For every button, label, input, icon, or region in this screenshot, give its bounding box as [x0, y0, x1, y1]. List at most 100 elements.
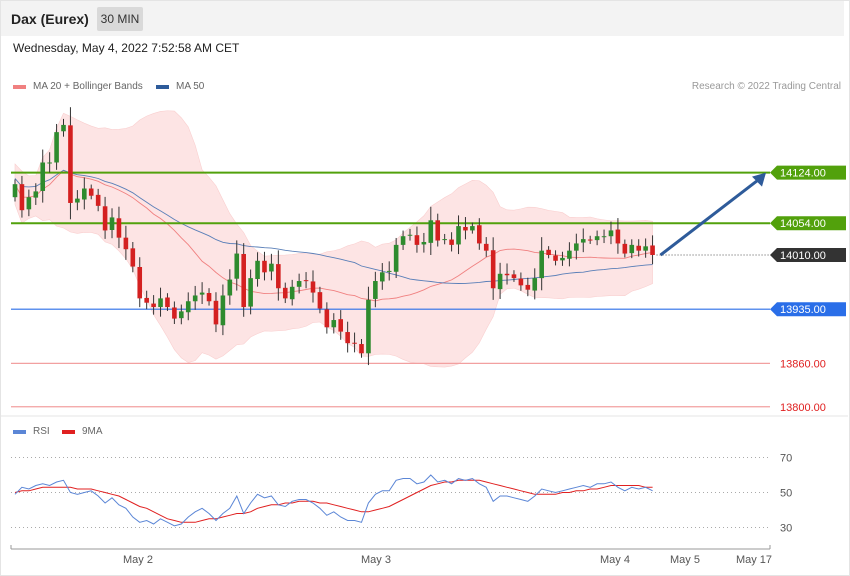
last-price-label: 14010.00 [780, 250, 826, 262]
candle [421, 241, 427, 245]
candle [12, 184, 18, 198]
candle [379, 272, 385, 282]
last-price-tag [770, 248, 846, 262]
candle [234, 253, 240, 279]
resistance-label-1: 14054.00 [780, 218, 826, 230]
candle [137, 266, 143, 299]
instrument-title: Dax (Eurex) [11, 11, 89, 27]
candle [248, 278, 253, 307]
x-tick-label: May 17 [736, 554, 772, 566]
legend-rsi-swatch [13, 429, 26, 434]
candle [206, 293, 212, 302]
support-label-4: 13860.00 [780, 358, 826, 370]
candle [255, 260, 260, 279]
candle [608, 230, 614, 237]
candle [532, 278, 538, 291]
candle [227, 279, 233, 296]
candle [359, 344, 364, 354]
candle [262, 260, 267, 273]
candle [629, 244, 635, 254]
candle [324, 309, 330, 328]
candle [289, 286, 295, 300]
x-tick-label: May 4 [600, 554, 630, 566]
candle [185, 301, 191, 313]
candle [213, 300, 219, 325]
candle [483, 243, 489, 251]
chart-datetime: Wednesday, May 4, 2022 7:52:58 AM CET [13, 41, 240, 55]
candle [192, 295, 198, 302]
candle [241, 253, 246, 308]
ma20-line [14, 170, 653, 302]
candle [82, 188, 87, 200]
x-tick-label: May 5 [670, 554, 700, 566]
candle [525, 284, 531, 290]
resistance-tag-1 [770, 216, 846, 231]
candle [75, 198, 80, 203]
legend-9ma-label: 9MA [82, 426, 103, 437]
candle [428, 220, 434, 243]
candle [158, 298, 163, 308]
candle [546, 249, 551, 255]
legend-ma50-label: MA 50 [176, 81, 205, 92]
candle [199, 292, 205, 295]
candle [594, 236, 600, 241]
legend-9ma: 9MA [62, 426, 103, 437]
candle [386, 270, 392, 272]
candle [352, 342, 357, 344]
candle [504, 273, 510, 276]
candle [282, 287, 288, 299]
timeframe-badge[interactable]: 30 MIN [97, 7, 143, 31]
candles-group [12, 107, 655, 366]
candle [560, 257, 565, 261]
candle [144, 297, 149, 303]
resistance-tag-0 [770, 165, 846, 180]
candle [643, 246, 648, 251]
candle [172, 307, 177, 319]
candle [539, 250, 544, 279]
legend-ma20: MA 20 + Bollinger Bands [13, 81, 143, 92]
legend-rsi: RSI [13, 426, 50, 437]
candle [650, 245, 655, 255]
candle [518, 278, 524, 286]
support-label-5: 13800.00 [780, 402, 826, 414]
candle [567, 250, 572, 259]
candle [449, 239, 454, 245]
candle [102, 206, 108, 231]
candle [54, 132, 59, 163]
candle [220, 295, 226, 326]
candle [310, 281, 316, 293]
candle [33, 191, 39, 198]
candle [345, 332, 350, 344]
candle [47, 162, 52, 164]
candle [407, 234, 413, 236]
candle [601, 236, 607, 238]
candle [587, 239, 593, 241]
candle [40, 162, 46, 191]
candle [88, 188, 94, 196]
candle [456, 226, 461, 245]
ma50-line [14, 169, 653, 284]
candle [123, 237, 129, 250]
candle [400, 236, 406, 245]
pivot-label-3: 13935.00 [780, 304, 826, 316]
candle [490, 250, 496, 289]
candle [276, 264, 281, 289]
candle [553, 255, 558, 261]
forecast-arrow-shaft [659, 177, 761, 257]
legend-9ma-swatch [62, 429, 75, 434]
legend-ma50-swatch [156, 84, 169, 89]
candle [477, 225, 482, 244]
candle [95, 194, 101, 206]
candle [116, 218, 122, 238]
candle [269, 263, 274, 272]
candle [130, 248, 136, 267]
candle [338, 319, 344, 332]
candle [151, 303, 156, 308]
x-tick-label: May 3 [361, 554, 391, 566]
candle [442, 239, 447, 241]
candle [497, 273, 503, 290]
candle [574, 243, 579, 251]
candle [615, 229, 621, 244]
rsi-line [14, 474, 653, 527]
